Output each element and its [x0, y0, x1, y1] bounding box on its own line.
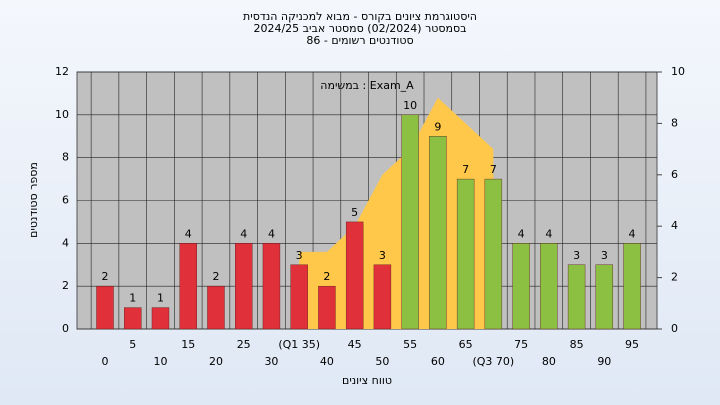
bar: [456, 178, 475, 330]
y-tick-label: 0: [62, 322, 69, 335]
y-tick-label: 8: [62, 151, 69, 164]
bar: [567, 264, 586, 330]
x-tick-label: 80: [542, 355, 556, 368]
bar: [345, 221, 364, 330]
x-tick-label: 20: [209, 355, 223, 368]
data-label: 7: [462, 163, 469, 176]
x-tick-label: 0: [102, 355, 109, 368]
data-label: 2: [102, 270, 109, 283]
data-label: 1: [157, 292, 164, 305]
data-label: 2: [212, 270, 219, 283]
data-label: 5: [351, 206, 358, 219]
x-axis-label: טווח ציונים: [342, 374, 392, 387]
data-label: 3: [379, 249, 386, 262]
y-tick-label: 2: [62, 279, 69, 292]
bar: [623, 243, 641, 330]
bar: [290, 264, 308, 330]
data-label: 1: [129, 292, 136, 305]
x-tick-label: 95: [625, 338, 639, 351]
y-tick-label: 6: [62, 194, 69, 207]
bar: [151, 307, 170, 330]
data-label: 2: [323, 270, 330, 283]
x-tick-label: (Q1 35): [278, 338, 320, 351]
x-tick-label: 60: [431, 355, 445, 368]
y2-tick-label: 2: [671, 271, 678, 284]
bar: [179, 243, 197, 330]
bar: [207, 285, 225, 330]
x-tick-label: 50: [375, 355, 389, 368]
x-tick-label: 85: [570, 338, 584, 351]
y2-tick-label: 8: [671, 116, 678, 129]
bar: [401, 114, 419, 330]
y2-tick-label: 10: [671, 65, 685, 78]
bar: [512, 243, 530, 330]
data-label: 4: [629, 227, 636, 240]
x-tick-label: 90: [597, 355, 611, 368]
bar: [234, 243, 253, 330]
y-tick-label: 4: [62, 236, 69, 249]
bar: [595, 264, 614, 330]
x-tick-label: 55: [403, 338, 417, 351]
data-label: 4: [545, 227, 552, 240]
annotation: במשימה : Exam_A: [320, 79, 414, 92]
bar: [124, 307, 142, 330]
data-label: 7: [490, 163, 497, 176]
x-tick-label: 15: [181, 338, 195, 351]
bar: [484, 178, 503, 330]
data-label: 4: [240, 227, 247, 240]
data-label: 9: [434, 120, 441, 133]
y-tick-label: 12: [55, 65, 69, 78]
data-label: 10: [403, 99, 417, 112]
bar: [262, 243, 281, 330]
data-label: 4: [518, 227, 525, 240]
bar: [318, 285, 336, 330]
chart-title: היסטוגרמת ציונים בקורס - מבוא למכניקה הנ…: [243, 10, 477, 23]
y2-tick-label: 0: [671, 322, 678, 335]
chart-title: בסמסטר (02/2024) סמסטר אביב 2024/25: [253, 22, 466, 35]
data-label: 4: [185, 227, 192, 240]
y-tick-label: 10: [55, 108, 69, 121]
x-tick-label: 30: [264, 355, 278, 368]
x-tick-label: (Q3 70): [472, 355, 514, 368]
y2-tick-label: 6: [671, 168, 678, 181]
data-label: 4: [268, 227, 275, 240]
bar: [429, 136, 447, 330]
y2-tick-label: 4: [671, 219, 678, 232]
x-tick-label: 10: [153, 355, 167, 368]
x-tick-label: 5: [129, 338, 136, 351]
data-label: 3: [296, 249, 303, 262]
data-label: 3: [601, 249, 608, 262]
chart-title: סטודנטים רשומים - 86: [306, 34, 413, 47]
data-label: 3: [573, 249, 580, 262]
x-tick-label: 45: [348, 338, 362, 351]
x-tick-label: 75: [514, 338, 528, 351]
bar: [540, 243, 558, 330]
x-tick-label: 40: [320, 355, 334, 368]
x-tick-label: 25: [237, 338, 251, 351]
bar: [373, 264, 392, 330]
x-tick-label: 65: [459, 338, 473, 351]
y-axis-label: מספר סטודנטים: [27, 162, 40, 238]
bar: [96, 285, 114, 330]
